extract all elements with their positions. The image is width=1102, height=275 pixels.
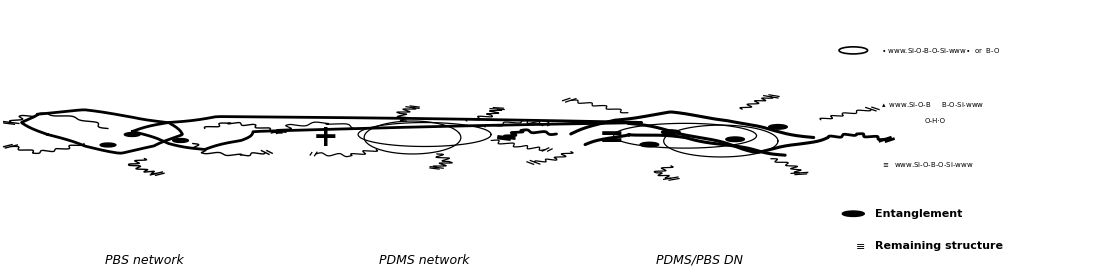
Circle shape — [661, 130, 680, 134]
Text: Remaining structure: Remaining structure — [875, 241, 1003, 251]
Text: $\equiv$  www.Si-O-B-O-Si-www: $\equiv$ www.Si-O-B-O-Si-www — [880, 160, 973, 169]
Text: PDMS network: PDMS network — [379, 254, 469, 266]
Text: +: + — [313, 123, 338, 152]
Circle shape — [100, 143, 116, 147]
Text: $\blacktriangle$  www.Si-O-B     B-O-Si-www: $\blacktriangle$ www.Si-O-B B-O-Si-www — [880, 100, 984, 109]
Circle shape — [769, 125, 787, 129]
Circle shape — [125, 133, 140, 136]
Text: PDMS/PBS DN: PDMS/PBS DN — [656, 254, 743, 266]
Text: PBS network: PBS network — [105, 254, 184, 266]
Circle shape — [726, 137, 745, 142]
Text: Entanglement: Entanglement — [875, 209, 963, 219]
Circle shape — [842, 211, 864, 216]
Text: $\equiv$: $\equiv$ — [853, 241, 865, 251]
Circle shape — [640, 142, 659, 147]
Text: O-H·O: O-H·O — [925, 118, 946, 124]
Circle shape — [173, 139, 188, 142]
Text: $\bullet$ www.Si-O-B-O-Si-www$\bullet$  or  B-O: $\bullet$ www.Si-O-B-O-Si-www$\bullet$ o… — [880, 46, 1000, 55]
Text: =: = — [598, 123, 624, 152]
